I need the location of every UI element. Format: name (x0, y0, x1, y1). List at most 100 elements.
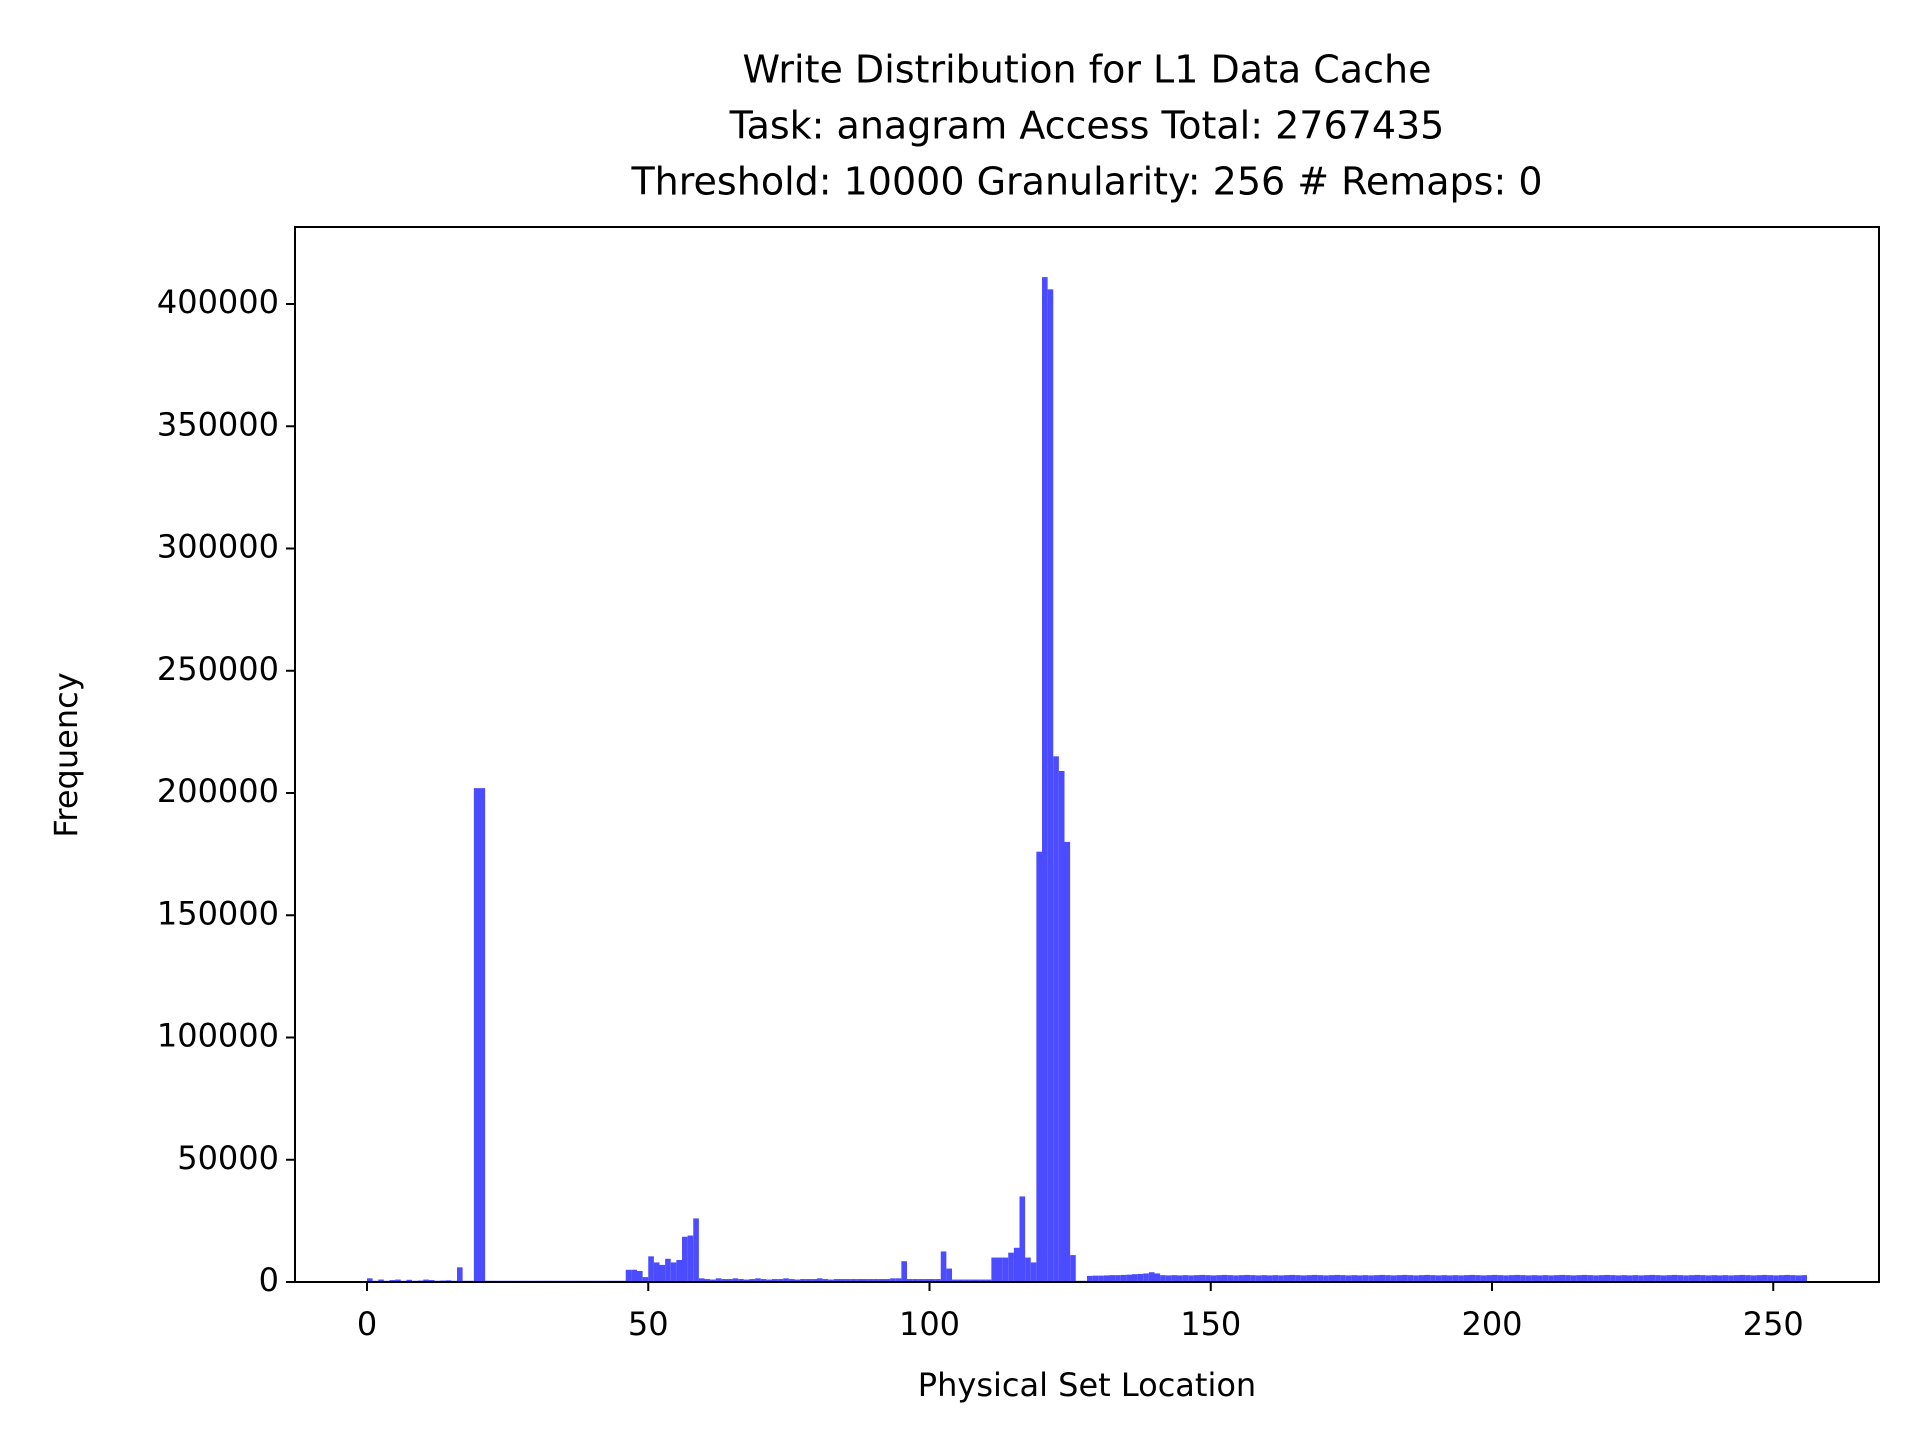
chart-subtitle: Threshold: 10000 Granularity: 256 # Rema… (630, 160, 1542, 204)
bar (1238, 1275, 1245, 1282)
bar (862, 1279, 868, 1282)
chart-title: Write Distribution for L1 Data Cache (743, 48, 1432, 92)
bar (963, 1279, 969, 1282)
bar (642, 1277, 649, 1282)
bar (1666, 1275, 1672, 1282)
bar (1593, 1275, 1599, 1282)
bar (1244, 1274, 1251, 1282)
bar (1154, 1273, 1161, 1282)
bar (1677, 1275, 1684, 1282)
bar (952, 1279, 958, 1282)
bar (1475, 1275, 1481, 1282)
bar (648, 1256, 654, 1282)
bar (1537, 1275, 1543, 1282)
bar (670, 1262, 677, 1282)
bar (1638, 1275, 1644, 1282)
bar (1047, 289, 1054, 1283)
bar (1717, 1275, 1723, 1282)
bar (1598, 1275, 1605, 1282)
bar (1250, 1275, 1256, 1282)
bar (783, 1278, 789, 1282)
bar (1255, 1275, 1262, 1282)
y-tick-label: 300000 (157, 528, 279, 566)
bar (1385, 1275, 1391, 1282)
bar (1317, 1275, 1324, 1282)
bar (1520, 1275, 1526, 1282)
bar (727, 1279, 733, 1282)
bar (974, 1279, 981, 1282)
bar (878, 1279, 885, 1282)
y-tick-label: 100000 (157, 1017, 279, 1055)
bar (1002, 1257, 1009, 1282)
bar (1778, 1275, 1785, 1282)
bar (653, 1262, 660, 1282)
bar (1514, 1274, 1521, 1282)
bar (811, 1279, 817, 1282)
bar (980, 1279, 986, 1282)
bar (1548, 1275, 1554, 1282)
x-axis-label: Physical Set Location (918, 1366, 1256, 1404)
bar (1137, 1273, 1144, 1282)
bar (1283, 1275, 1290, 1282)
bar (833, 1279, 840, 1282)
bar (1205, 1275, 1211, 1282)
bar (1418, 1275, 1425, 1282)
x-tick-label: 50 (628, 1305, 669, 1343)
bar (985, 1279, 992, 1282)
bar (1019, 1196, 1026, 1282)
bar (1267, 1275, 1273, 1282)
bar (1559, 1274, 1566, 1282)
bar (856, 1279, 862, 1282)
bar (1278, 1275, 1284, 1282)
bar (1058, 771, 1065, 1282)
y-tick-label: 400000 (157, 283, 279, 321)
y-tick-label: 0 (259, 1261, 279, 1299)
bar (1688, 1275, 1695, 1282)
bar (631, 1269, 637, 1282)
bar (805, 1279, 812, 1282)
bar (1165, 1275, 1172, 1282)
chart-subtitle: Task: anagram Access Total: 2767435 (729, 104, 1445, 148)
bar (1199, 1274, 1206, 1282)
plot-frame (294, 226, 1880, 1283)
bar (693, 1218, 699, 1282)
bar (1064, 841, 1071, 1282)
bar (991, 1257, 997, 1282)
bar (1351, 1275, 1357, 1282)
bar (1424, 1274, 1431, 1282)
bar (1413, 1275, 1419, 1282)
bar (1042, 277, 1048, 1282)
bar (1357, 1275, 1363, 1282)
bar (1368, 1275, 1374, 1282)
bar (1109, 1275, 1116, 1282)
bar (1103, 1275, 1110, 1282)
bar (822, 1279, 829, 1282)
bar (1463, 1275, 1470, 1282)
bar (1193, 1275, 1200, 1282)
bar (1120, 1274, 1127, 1282)
bar (901, 1261, 907, 1282)
bar (997, 1257, 1003, 1282)
bar (1328, 1275, 1335, 1282)
bar (1345, 1275, 1352, 1282)
bar (1030, 1262, 1037, 1282)
bar (1115, 1275, 1121, 1282)
bar (1508, 1275, 1515, 1282)
bar (1053, 756, 1059, 1282)
x-tick-label: 0 (357, 1305, 377, 1343)
bar (1092, 1275, 1099, 1282)
bar (1672, 1274, 1678, 1282)
bar (1289, 1274, 1296, 1282)
bar (890, 1278, 896, 1282)
bar (788, 1279, 795, 1282)
y-tick-label: 150000 (157, 894, 279, 932)
bar (1655, 1275, 1661, 1282)
bar (1132, 1274, 1138, 1282)
bar (1222, 1274, 1228, 1282)
bar (1435, 1275, 1442, 1282)
bar (749, 1279, 756, 1282)
bar (1379, 1274, 1386, 1282)
bar (704, 1279, 711, 1282)
bar (1694, 1274, 1701, 1282)
bar (743, 1279, 750, 1282)
